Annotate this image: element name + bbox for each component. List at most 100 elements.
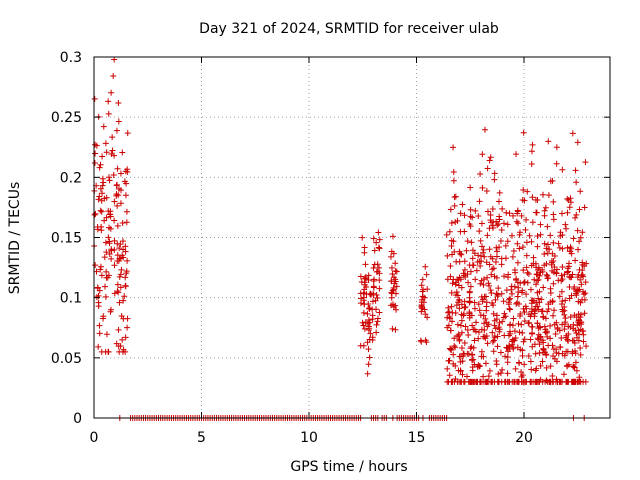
data-point: [373, 306, 380, 313]
data-point: [479, 151, 486, 158]
data-point: [102, 293, 109, 300]
data-point: [375, 229, 382, 236]
data-point: [525, 311, 532, 318]
data-point: [122, 283, 129, 290]
data-point: [578, 281, 585, 288]
data-point: [530, 260, 537, 267]
data-point: [558, 334, 565, 341]
data-point: [575, 246, 582, 253]
data-point: [115, 258, 122, 265]
data-point: [523, 305, 530, 312]
data-point: [485, 373, 492, 380]
data-point: [361, 244, 368, 251]
data-point: [529, 330, 536, 337]
data-point: [116, 245, 123, 252]
data-point: [571, 363, 578, 370]
data-point: [536, 299, 543, 306]
data-point: [121, 178, 128, 185]
data-point: [109, 134, 116, 141]
data-point: [111, 56, 118, 63]
data-point: [481, 253, 488, 260]
data-point: [500, 298, 507, 305]
data-point: [365, 316, 372, 323]
data-point: [477, 280, 484, 287]
data-point: [116, 299, 123, 306]
data-point: [98, 208, 105, 215]
data-point: [565, 361, 572, 368]
data-point: [493, 290, 500, 297]
data-point: [389, 233, 396, 240]
data-point: [114, 288, 121, 295]
data-point: [493, 244, 500, 251]
data-point: [364, 310, 371, 317]
data-point: [456, 305, 463, 312]
data-point: [106, 177, 113, 184]
data-point: [122, 274, 129, 281]
data-point: [99, 182, 106, 189]
data-point: [511, 266, 518, 273]
data-point: [119, 220, 126, 227]
data-point: [564, 244, 571, 251]
data-point: [539, 358, 546, 365]
data-point: [371, 247, 378, 254]
data-point: [364, 320, 371, 327]
data-point: [484, 340, 491, 347]
data-point: [376, 277, 383, 284]
data-point: [487, 211, 494, 218]
data-point: [498, 290, 505, 297]
data-point: [515, 289, 522, 296]
data-point: [514, 293, 521, 300]
data-point: [94, 284, 101, 291]
data-point: [444, 276, 451, 283]
data-point: [455, 299, 462, 306]
y-tick-label: 0.2: [60, 170, 82, 186]
data-point: [450, 168, 457, 175]
data-point: [447, 327, 454, 334]
data-point: [450, 351, 457, 358]
data-point: [577, 234, 584, 241]
data-point: [489, 329, 496, 336]
data-point: [491, 333, 498, 340]
data-point: [365, 272, 372, 279]
data-point: [492, 325, 499, 332]
data-point: [527, 336, 534, 343]
data-point: [480, 312, 487, 319]
data-point: [421, 306, 428, 313]
data-point: [97, 266, 104, 273]
data-point: [566, 204, 573, 211]
data-point: [97, 185, 104, 192]
data-point: [523, 291, 530, 298]
data-point: [509, 253, 516, 260]
y-axis-label: SRMTID / TECUs: [7, 182, 23, 295]
data-point: [361, 325, 368, 332]
data-point: [491, 378, 498, 385]
data-point: [490, 218, 497, 225]
data-point: [101, 195, 108, 202]
data-point: [91, 95, 98, 102]
data-point: [521, 278, 528, 285]
data-point: [475, 252, 482, 259]
data-point: [502, 378, 509, 385]
grid-lines: [94, 57, 610, 418]
data-point: [506, 296, 513, 303]
data-point: [388, 289, 395, 296]
data-point: [115, 99, 122, 106]
data-point: [580, 338, 587, 345]
data-point: [510, 212, 517, 219]
data-point: [452, 193, 459, 200]
data-point: [488, 271, 495, 278]
data-point: [103, 149, 110, 156]
data-point: [547, 285, 554, 292]
data-point: [483, 319, 490, 326]
data-point: [117, 342, 124, 349]
data-point: [123, 208, 130, 215]
y-tick-label: 0: [73, 411, 82, 427]
data-point: [461, 266, 468, 273]
data-point: [418, 303, 425, 310]
data-point: [475, 335, 482, 342]
data-point: [571, 312, 578, 319]
data-point: [419, 293, 426, 300]
data-point: [502, 353, 509, 360]
data-point: [467, 268, 474, 275]
data-point: [453, 258, 460, 265]
